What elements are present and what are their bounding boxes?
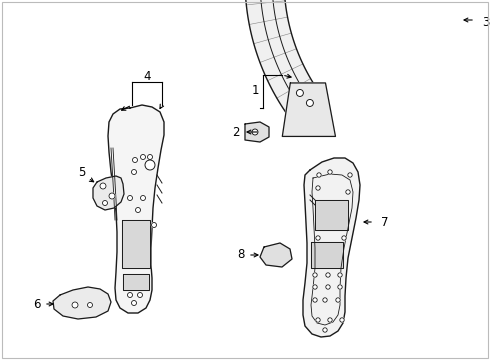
Polygon shape [311,242,343,268]
Circle shape [316,318,320,322]
Circle shape [127,195,132,201]
Circle shape [131,170,137,175]
Circle shape [109,193,115,199]
Text: 2: 2 [232,126,240,139]
Circle shape [328,170,332,174]
Text: 6: 6 [33,297,41,310]
Circle shape [252,129,258,135]
Circle shape [316,236,320,240]
Polygon shape [245,0,323,121]
Circle shape [317,173,321,177]
Circle shape [136,207,141,212]
Circle shape [131,301,137,306]
Circle shape [316,186,320,190]
Text: 7: 7 [381,216,389,229]
Circle shape [72,302,78,308]
Polygon shape [93,176,124,210]
Polygon shape [53,287,111,319]
Circle shape [102,201,107,206]
Circle shape [323,328,327,332]
Circle shape [296,89,303,96]
Polygon shape [245,122,269,142]
Circle shape [342,236,346,240]
Text: 3: 3 [482,15,490,28]
Text: 4: 4 [143,69,151,82]
Circle shape [88,302,93,307]
Circle shape [141,195,146,201]
Circle shape [141,154,146,159]
Circle shape [127,292,132,297]
Text: 8: 8 [237,248,245,261]
Polygon shape [260,243,292,267]
Polygon shape [303,158,360,337]
Circle shape [313,285,317,289]
Circle shape [328,318,332,322]
Polygon shape [108,105,164,313]
Circle shape [306,99,314,107]
Circle shape [145,160,155,170]
Circle shape [338,273,342,277]
Circle shape [326,285,330,289]
Circle shape [147,154,152,159]
Text: 1: 1 [251,84,259,96]
Polygon shape [315,200,348,230]
Circle shape [348,173,352,177]
Circle shape [138,292,143,297]
Text: 5: 5 [78,166,86,180]
Circle shape [313,273,317,277]
Circle shape [323,298,327,302]
Circle shape [326,273,330,277]
Circle shape [346,190,350,194]
Circle shape [151,222,156,228]
Circle shape [338,285,342,289]
Polygon shape [123,274,149,290]
Circle shape [100,183,106,189]
Circle shape [313,298,317,302]
Circle shape [336,298,340,302]
Circle shape [340,318,344,322]
Polygon shape [282,83,336,136]
Circle shape [132,158,138,162]
Polygon shape [122,220,150,268]
